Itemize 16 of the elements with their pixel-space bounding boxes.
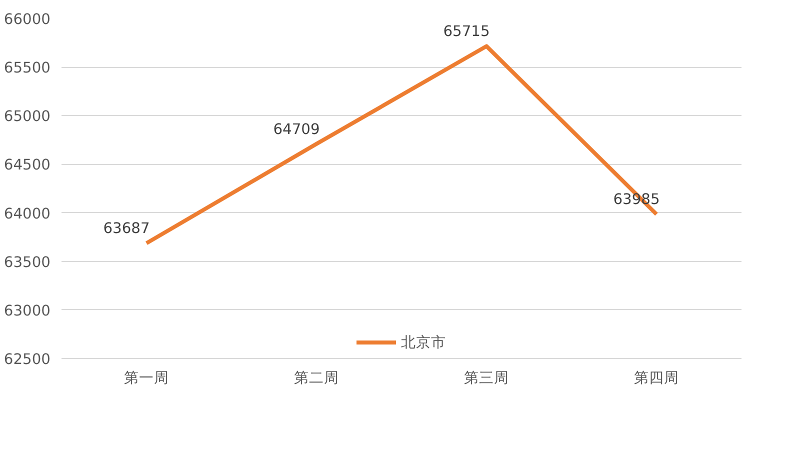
data-label: 64709 — [273, 120, 320, 138]
y-tick-label: 65000 — [4, 108, 50, 126]
x-tick-label: 第三周 — [464, 370, 509, 386]
y-tick-label: 65500 — [4, 60, 50, 77]
y-tick-label: 62500 — [4, 351, 50, 368]
y-tick-label: 64500 — [4, 156, 50, 174]
legend-label: 北京市 — [401, 332, 446, 352]
y-tick-label: 63000 — [4, 302, 50, 320]
y-tick-label: 64000 — [4, 205, 50, 222]
x-tick-label: 第二周 — [294, 370, 339, 386]
x-tick-label: 第四周 — [634, 370, 679, 386]
y-tick-label: 63500 — [4, 254, 50, 271]
y-tick-label: 66000 — [4, 11, 50, 28]
data-label: 65715 — [443, 23, 490, 40]
x-tick-label: 第一周 — [124, 370, 169, 386]
data-label: 63687 — [103, 220, 150, 238]
